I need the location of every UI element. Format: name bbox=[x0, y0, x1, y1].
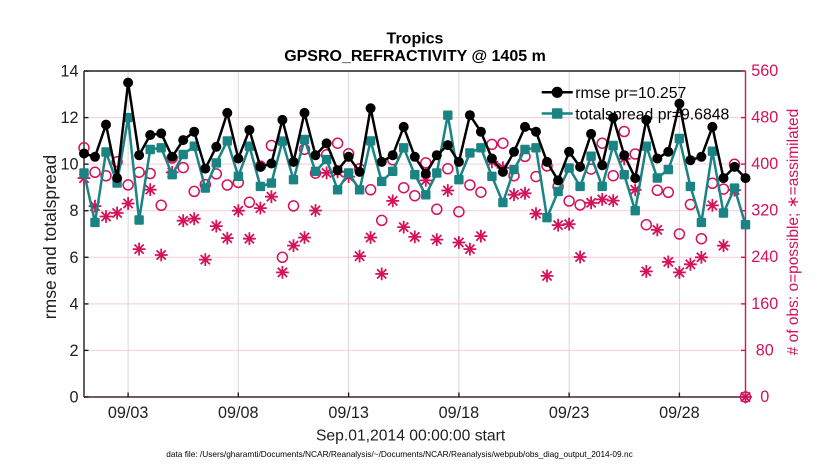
svg-text:09/03: 09/03 bbox=[108, 404, 149, 422]
svg-text:Sep.01,2014 00:00:00 start: Sep.01,2014 00:00:00 start bbox=[316, 427, 506, 444]
svg-text:rmse pr=10.257: rmse pr=10.257 bbox=[575, 85, 686, 102]
svg-text:Tropics: Tropics bbox=[387, 31, 444, 48]
svg-text:2: 2 bbox=[69, 342, 78, 360]
svg-text:400: 400 bbox=[751, 155, 778, 173]
svg-text:6: 6 bbox=[69, 249, 78, 267]
svg-text:data file: /Users/gharamti/Doc: data file: /Users/gharamti/Documents/NCA… bbox=[166, 449, 632, 459]
svg-text:09/23: 09/23 bbox=[549, 404, 590, 422]
svg-text:12: 12 bbox=[60, 109, 78, 127]
svg-text:240: 240 bbox=[751, 248, 778, 266]
svg-text:560: 560 bbox=[751, 62, 778, 80]
svg-text:14: 14 bbox=[60, 63, 78, 81]
svg-text:0: 0 bbox=[69, 389, 78, 407]
svg-text:8: 8 bbox=[69, 202, 78, 220]
svg-text:totalspread pr=9.6848: totalspread pr=9.6848 bbox=[575, 106, 729, 123]
svg-text:80: 80 bbox=[756, 341, 774, 359]
svg-text:GPSRO_REFRACTIVITY @ 1405 m: GPSRO_REFRACTIVITY @ 1405 m bbox=[284, 48, 546, 65]
svg-text:0: 0 bbox=[760, 388, 769, 406]
svg-text:10: 10 bbox=[60, 156, 78, 174]
svg-text:09/28: 09/28 bbox=[659, 404, 700, 422]
svg-text:09/18: 09/18 bbox=[439, 404, 480, 422]
svg-text:09/13: 09/13 bbox=[328, 404, 369, 422]
svg-text:4: 4 bbox=[69, 295, 78, 313]
svg-text:320: 320 bbox=[751, 202, 778, 220]
svg-text:480: 480 bbox=[751, 109, 778, 127]
svg-text:160: 160 bbox=[751, 295, 778, 313]
svg-text:rmse and totalspread: rmse and totalspread bbox=[40, 155, 60, 319]
svg-text:# of obs: o=possible; ∗=assimi: # of obs: o=possible; ∗=assimilated bbox=[785, 109, 802, 356]
svg-text:09/08: 09/08 bbox=[218, 404, 259, 422]
